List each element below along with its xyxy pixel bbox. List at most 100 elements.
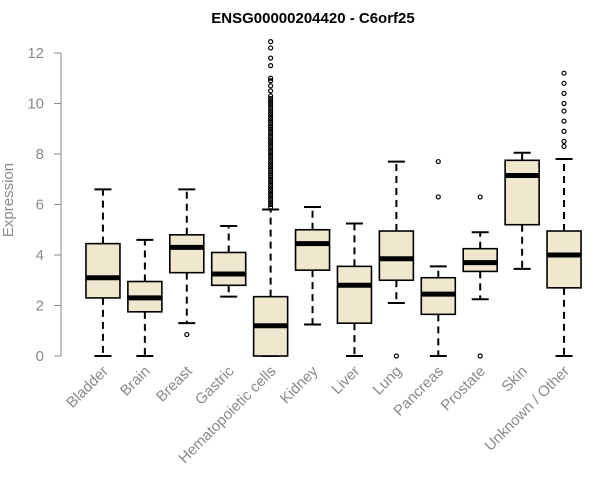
box-skin [504,151,540,270]
y-tick-label: 12 [27,45,44,62]
box-prostate [462,194,499,359]
y-tick-label: 2 [36,298,44,315]
outlier-point [268,181,274,187]
x-tick-label: Kidney [277,362,322,407]
outlier-point [435,158,441,165]
y-axis: 0 2 4 6 8 10 12 [27,45,62,365]
outlier-point [561,128,567,134]
iqr-box [462,247,499,273]
outlier-point [268,113,274,119]
chart-title: ENSG00000204420 - C6orf25 [211,10,414,27]
outlier-point [268,191,274,197]
x-tick-label: Lung [370,363,406,399]
y-axis-label: Expression [0,163,17,237]
box-hematopoietic-cells [252,39,289,357]
outlier-point [268,45,274,51]
outlier-point [268,141,274,147]
outlier-point [268,121,274,127]
box-breast [168,188,205,338]
outlier-point [268,55,274,61]
outlier-point [268,179,274,185]
y-tick-label: 8 [36,146,44,163]
outlier-point [268,93,274,99]
box-unknown-other [546,70,582,357]
outlier-point [561,143,567,150]
outlier-point [184,331,190,338]
outlier-point [268,169,274,175]
outlier-point [268,199,274,205]
outlier-point [268,78,274,84]
x-tick-label: Skin [498,363,531,396]
outlier-point [268,148,274,155]
box-series [85,39,582,359]
box-lung [378,160,415,359]
iqr-box [336,265,373,324]
outlier-point [268,164,274,170]
iqr-box [168,234,205,274]
outlier-point [268,189,274,195]
box-brain [127,238,163,357]
y-tick-label: 4 [36,247,44,264]
y-tick-label: 6 [36,197,44,214]
outlier-point [268,138,274,144]
outlier-point [268,201,274,208]
outlier-point [268,128,274,134]
iqr-box [210,251,247,287]
outlier-point [268,131,274,137]
outlier-point [268,143,274,150]
outlier-point [561,138,567,144]
outlier-point [268,98,274,104]
outlier-point [268,174,274,180]
outlier-point [268,133,274,139]
outlier-point [268,146,274,152]
outlier-point [561,100,567,107]
iqr-box [294,228,331,271]
outlier-point [561,90,567,97]
outlier-point [268,156,274,162]
outlier-point [268,123,274,129]
box-pancreas [420,158,457,357]
box-liver [336,222,373,357]
outlier-point [268,116,274,122]
box-gastric [210,224,247,298]
outlier-point [268,194,274,200]
x-tick-label: Brain [117,363,154,400]
y-tick-label: 0 [36,348,44,365]
outlier-point [477,194,483,200]
outlier-point [268,184,274,190]
outlier-point [268,63,274,69]
outlier-point [435,194,441,200]
iqr-box [85,242,121,299]
outlier-point [268,171,274,177]
y-tick-label: 10 [27,96,44,113]
outlier-point [268,186,274,192]
outlier-point [268,88,274,94]
outlier-point [268,151,274,157]
outlier-point [268,110,274,117]
outlier-point [268,105,274,112]
outlier-point [268,204,274,210]
outlier-point [561,80,567,86]
outlier-point [268,176,274,182]
outlier-point [393,353,399,359]
outlier-point [268,136,274,142]
outlier-point [268,83,274,89]
iqr-box [504,159,540,226]
outlier-point [561,70,567,76]
box-kidney [294,206,331,326]
outlier-point [268,108,274,114]
outlier-point [268,100,274,107]
outlier-point [561,108,567,114]
outlier-point [268,95,274,102]
outlier-point [268,75,274,81]
x-tick-label: Prostate [438,363,490,415]
x-tick-label: Breast [153,362,196,405]
outlier-point [477,353,483,359]
box-bladder [85,188,121,357]
x-tick-label: Liver [328,363,363,398]
outlier-point [268,166,274,172]
outlier-point [561,118,567,124]
outlier-point [268,196,274,203]
